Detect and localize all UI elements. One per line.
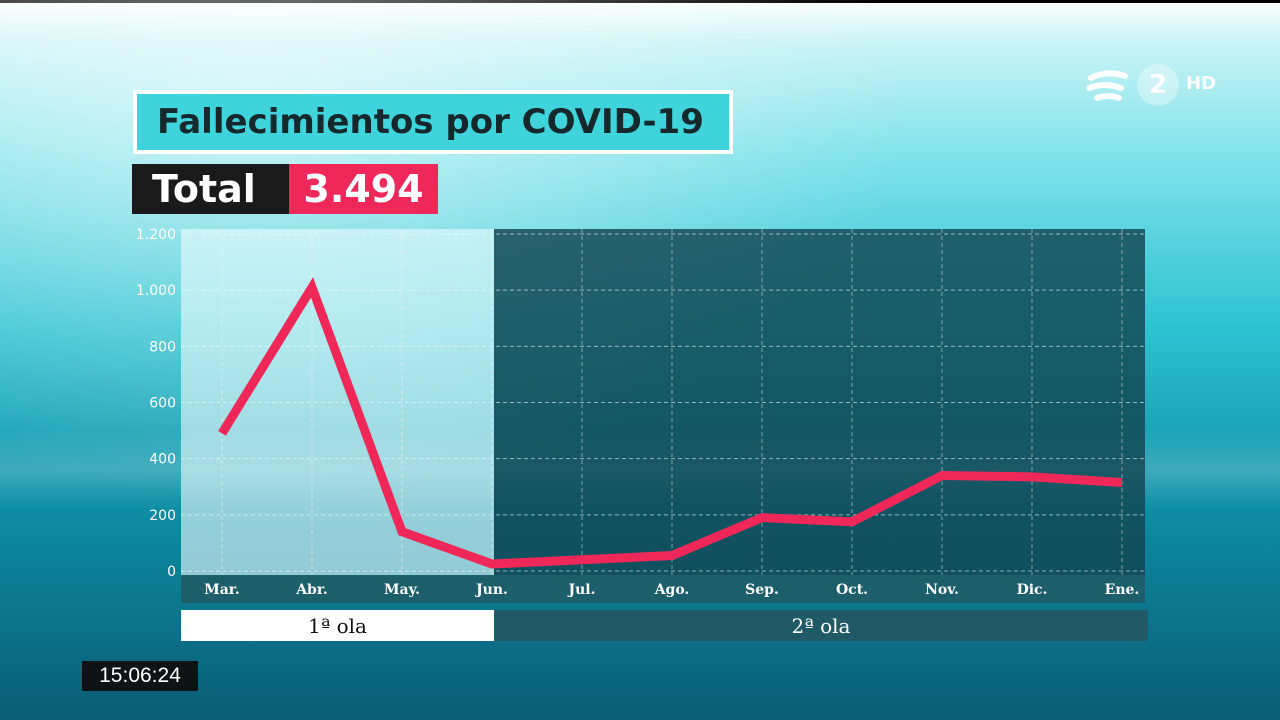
x-tick-label: Dic. (1017, 582, 1048, 598)
eitb-swoosh-icon (1086, 70, 1128, 101)
total-value: 3.494 (289, 164, 438, 214)
total-label: Total (132, 164, 289, 214)
first-wave-label: 1ª ola (181, 610, 494, 641)
clock: 15:06:24 (82, 661, 198, 691)
x-tick-label: Ene. (1105, 582, 1140, 598)
y-tick-label: 0 (167, 564, 176, 580)
x-tick-label: Abr. (295, 582, 328, 598)
y-tick-label: 800 (149, 339, 176, 355)
x-tick-label: Oct. (836, 582, 868, 598)
x-tick-label: Mar. (204, 582, 240, 598)
chart-title: Fallecimientos por COVID-19 (137, 94, 729, 150)
x-tick-label: Nov. (925, 582, 959, 598)
y-tick-label: 400 (149, 452, 176, 468)
total-box: Total 3.494 (132, 164, 438, 214)
x-tick-label: Sep. (745, 582, 779, 598)
x-tick-label: Ago. (654, 582, 690, 598)
y-tick-label: 600 (149, 396, 176, 412)
second-wave-label: 2ª ola (494, 610, 1148, 641)
channel-logo: 2 HD (1085, 60, 1225, 110)
chart-title-box: Fallecimientos por COVID-19 (133, 90, 733, 154)
y-tick-label: 1.000 (136, 283, 176, 299)
x-tick-label: Jul. (567, 582, 596, 598)
x-tick-label: May. (384, 582, 420, 598)
y-tick-label: 200 (149, 508, 176, 524)
x-tick-label: Jun. (474, 582, 508, 598)
x-axis-strip (181, 575, 1145, 603)
hd-badge: HD (1186, 73, 1217, 94)
y-tick-label: 1.200 (136, 227, 176, 243)
channel-number: 2 (1137, 64, 1179, 106)
